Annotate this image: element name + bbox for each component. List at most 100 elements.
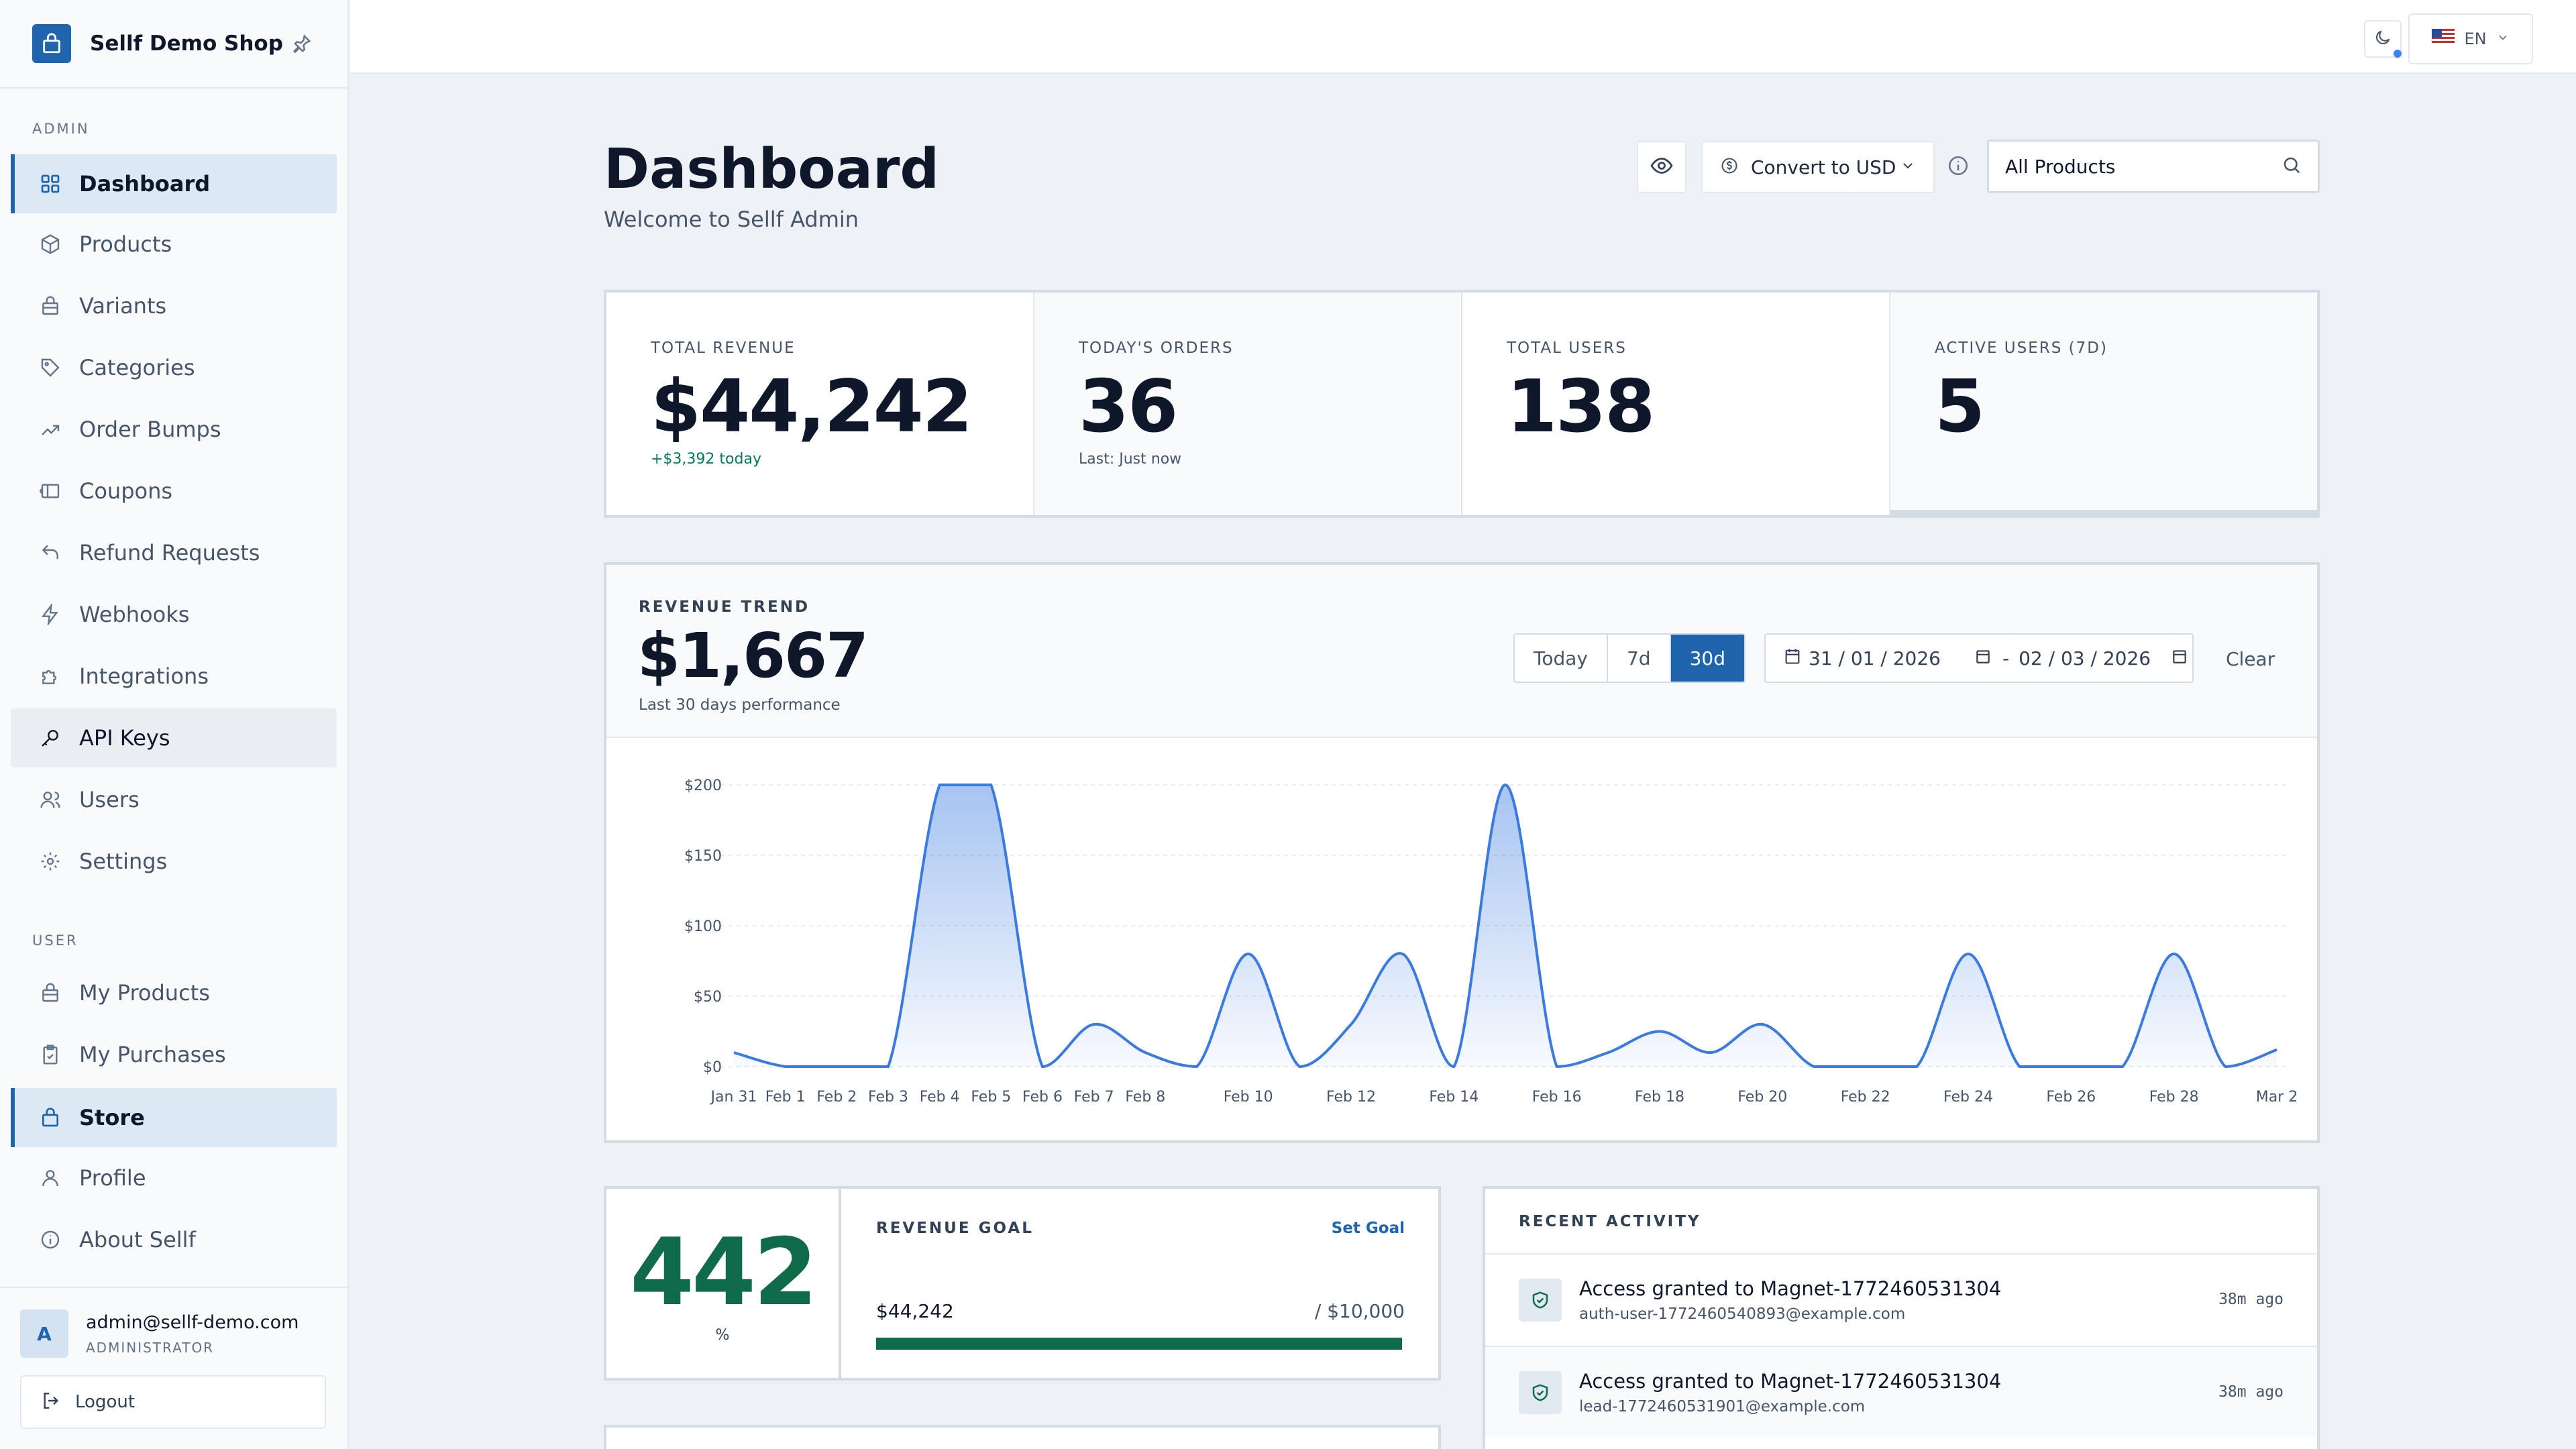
data-point[interactable] <box>2067 1063 2075 1071</box>
data-point[interactable] <box>1244 950 1252 958</box>
package-icon <box>38 980 63 1006</box>
data-point[interactable] <box>782 1063 790 1071</box>
grid-icon <box>38 171 63 197</box>
data-point[interactable] <box>987 781 995 789</box>
product-filter-search[interactable] <box>1987 140 2320 193</box>
date-range-picker[interactable]: 31 / 01 / 2026 - 02 / 03 / 2026 <box>1764 633 2194 683</box>
stat-value: 138 <box>1507 365 1655 449</box>
data-point[interactable] <box>2016 1063 2024 1071</box>
range-30d-button[interactable]: 30d <box>1670 635 1744 682</box>
sidebar-item-profile[interactable]: Profile <box>11 1148 337 1208</box>
moon-icon <box>2373 28 2392 50</box>
search-input[interactable] <box>2005 155 2282 178</box>
date-separator: - <box>2002 647 2010 669</box>
logout-label: Logout <box>75 1392 136 1412</box>
avatar: A <box>20 1309 68 1358</box>
data-point[interactable] <box>936 781 944 789</box>
data-point[interactable] <box>1707 1049 1715 1057</box>
data-point[interactable] <box>1758 1020 1766 1028</box>
data-point[interactable] <box>1090 1020 1098 1028</box>
bolt-icon <box>38 602 63 627</box>
data-point[interactable] <box>1347 1020 1355 1028</box>
data-point[interactable] <box>2221 1063 2229 1071</box>
sidebar-item-label: Refund Requests <box>79 540 260 566</box>
data-point[interactable] <box>1913 1063 1921 1071</box>
logout-button[interactable]: Logout <box>20 1375 326 1429</box>
sidebar-item-store[interactable]: Store <box>11 1088 337 1147</box>
data-point[interactable] <box>2273 1046 2281 1054</box>
sidebar-item-webhooks[interactable]: Webhooks <box>11 585 337 644</box>
list-item[interactable]: Access granted to Magnet-1772460531304 a… <box>1485 1253 2317 1344</box>
data-point[interactable] <box>1553 1063 1561 1071</box>
data-point[interactable] <box>1193 1063 1201 1071</box>
data-point[interactable] <box>1141 1049 1149 1057</box>
brand-name: Sellf Demo Shop <box>90 32 283 56</box>
sidebar-item-products[interactable]: Products <box>11 215 337 274</box>
tag-icon <box>38 355 63 380</box>
sidebar-item-integrations[interactable]: Integrations <box>11 647 337 706</box>
currency-convert-select[interactable]: Convert to USD <box>1701 141 1935 193</box>
range-7d-button[interactable]: 7d <box>1607 635 1671 682</box>
chevron-down-icon <box>2496 30 2510 48</box>
x-tick-label: Feb 8 <box>1125 1089 1165 1106</box>
date-from-input[interactable]: 31 / 01 / 2026 <box>1809 647 1941 669</box>
activity-time: 38m ago <box>2218 1383 2284 1401</box>
data-point[interactable] <box>1501 781 1509 789</box>
shield-check-icon <box>1519 1371 1562 1414</box>
gear-icon <box>38 849 63 874</box>
sidebar-item-order-bumps[interactable]: Order Bumps <box>11 400 337 459</box>
x-tick-label: Mar 2 <box>2256 1089 2298 1106</box>
sidebar-item-my-purchases[interactable]: My Purchases <box>11 1025 337 1084</box>
trending-up-icon <box>38 417 63 442</box>
x-tick-label: Feb 18 <box>1635 1089 1684 1106</box>
data-point[interactable] <box>884 1063 892 1071</box>
trend-sub: Last 30 days performance <box>639 696 841 714</box>
x-tick-label: Feb 1 <box>765 1089 806 1106</box>
list-item[interactable]: Access granted to Magnet-1772460531304 l… <box>1485 1346 2317 1437</box>
sidebar-item-my-products[interactable]: My Products <box>11 963 337 1022</box>
toggle-visibility-button[interactable] <box>1637 141 1686 193</box>
sidebar-item-label: API Keys <box>79 725 170 751</box>
data-point[interactable] <box>1038 1063 1046 1071</box>
sidebar-item-settings[interactable]: Settings <box>11 832 337 891</box>
sidebar-item-users[interactable]: Users <box>11 770 337 829</box>
data-point[interactable] <box>1604 1049 1612 1057</box>
info-icon[interactable] <box>1947 154 1970 180</box>
data-point[interactable] <box>1862 1063 1870 1071</box>
language-select[interactable]: EN <box>2408 13 2533 64</box>
sidebar-item-about[interactable]: About Sellf <box>11 1210 337 1269</box>
data-point[interactable] <box>1295 1063 1303 1071</box>
x-tick-label: Feb 4 <box>920 1089 960 1106</box>
goal-progress-fill <box>876 1338 1402 1350</box>
sidebar-item-api-keys[interactable]: API Keys <box>11 708 337 767</box>
set-goal-link[interactable]: Set Goal <box>1331 1220 1405 1237</box>
data-point[interactable] <box>2170 950 2178 958</box>
sidebar-item-variants[interactable]: Variants <box>11 276 337 335</box>
section-label-admin: ADMIN <box>32 121 90 137</box>
date-to-input[interactable]: 02 / 03 / 2026 <box>2019 647 2151 669</box>
layers-icon <box>38 293 63 319</box>
sidebar-item-categories[interactable]: Categories <box>11 338 337 397</box>
sidebar-item-dashboard[interactable]: Dashboard <box>11 154 337 213</box>
data-point[interactable] <box>1450 1063 1458 1071</box>
undo-icon <box>38 540 63 566</box>
data-point[interactable] <box>2118 1063 2127 1071</box>
range-today-button[interactable]: Today <box>1515 635 1608 682</box>
goal-progress-track <box>876 1338 1402 1350</box>
clear-dates-button[interactable]: Clear <box>2226 648 2275 670</box>
data-point[interactable] <box>1810 1063 1818 1071</box>
pin-icon[interactable] <box>288 30 315 57</box>
revenue-trend-chart: $0 $50 $100 $150 $200 Jan 31 Feb 1 Feb 2 Feb 3 Fe… <box>684 777 2298 1106</box>
calendar-icon <box>1974 647 1992 669</box>
sidebar-item-refund-requests[interactable]: Refund Requests <box>11 523 337 582</box>
range-selector: Today 7d 30d <box>1513 633 1746 683</box>
puzzle-icon <box>38 663 63 689</box>
trend-label: REVENUE TREND <box>639 598 810 616</box>
data-point[interactable] <box>1656 1028 1664 1036</box>
data-point[interactable] <box>1964 950 1972 958</box>
sidebar-item-coupons[interactable]: Coupons <box>11 462 337 521</box>
data-point[interactable] <box>1399 950 1407 958</box>
data-point[interactable] <box>730 1049 738 1057</box>
data-point[interactable] <box>833 1063 841 1071</box>
theme-toggle-button[interactable] <box>2364 20 2402 58</box>
